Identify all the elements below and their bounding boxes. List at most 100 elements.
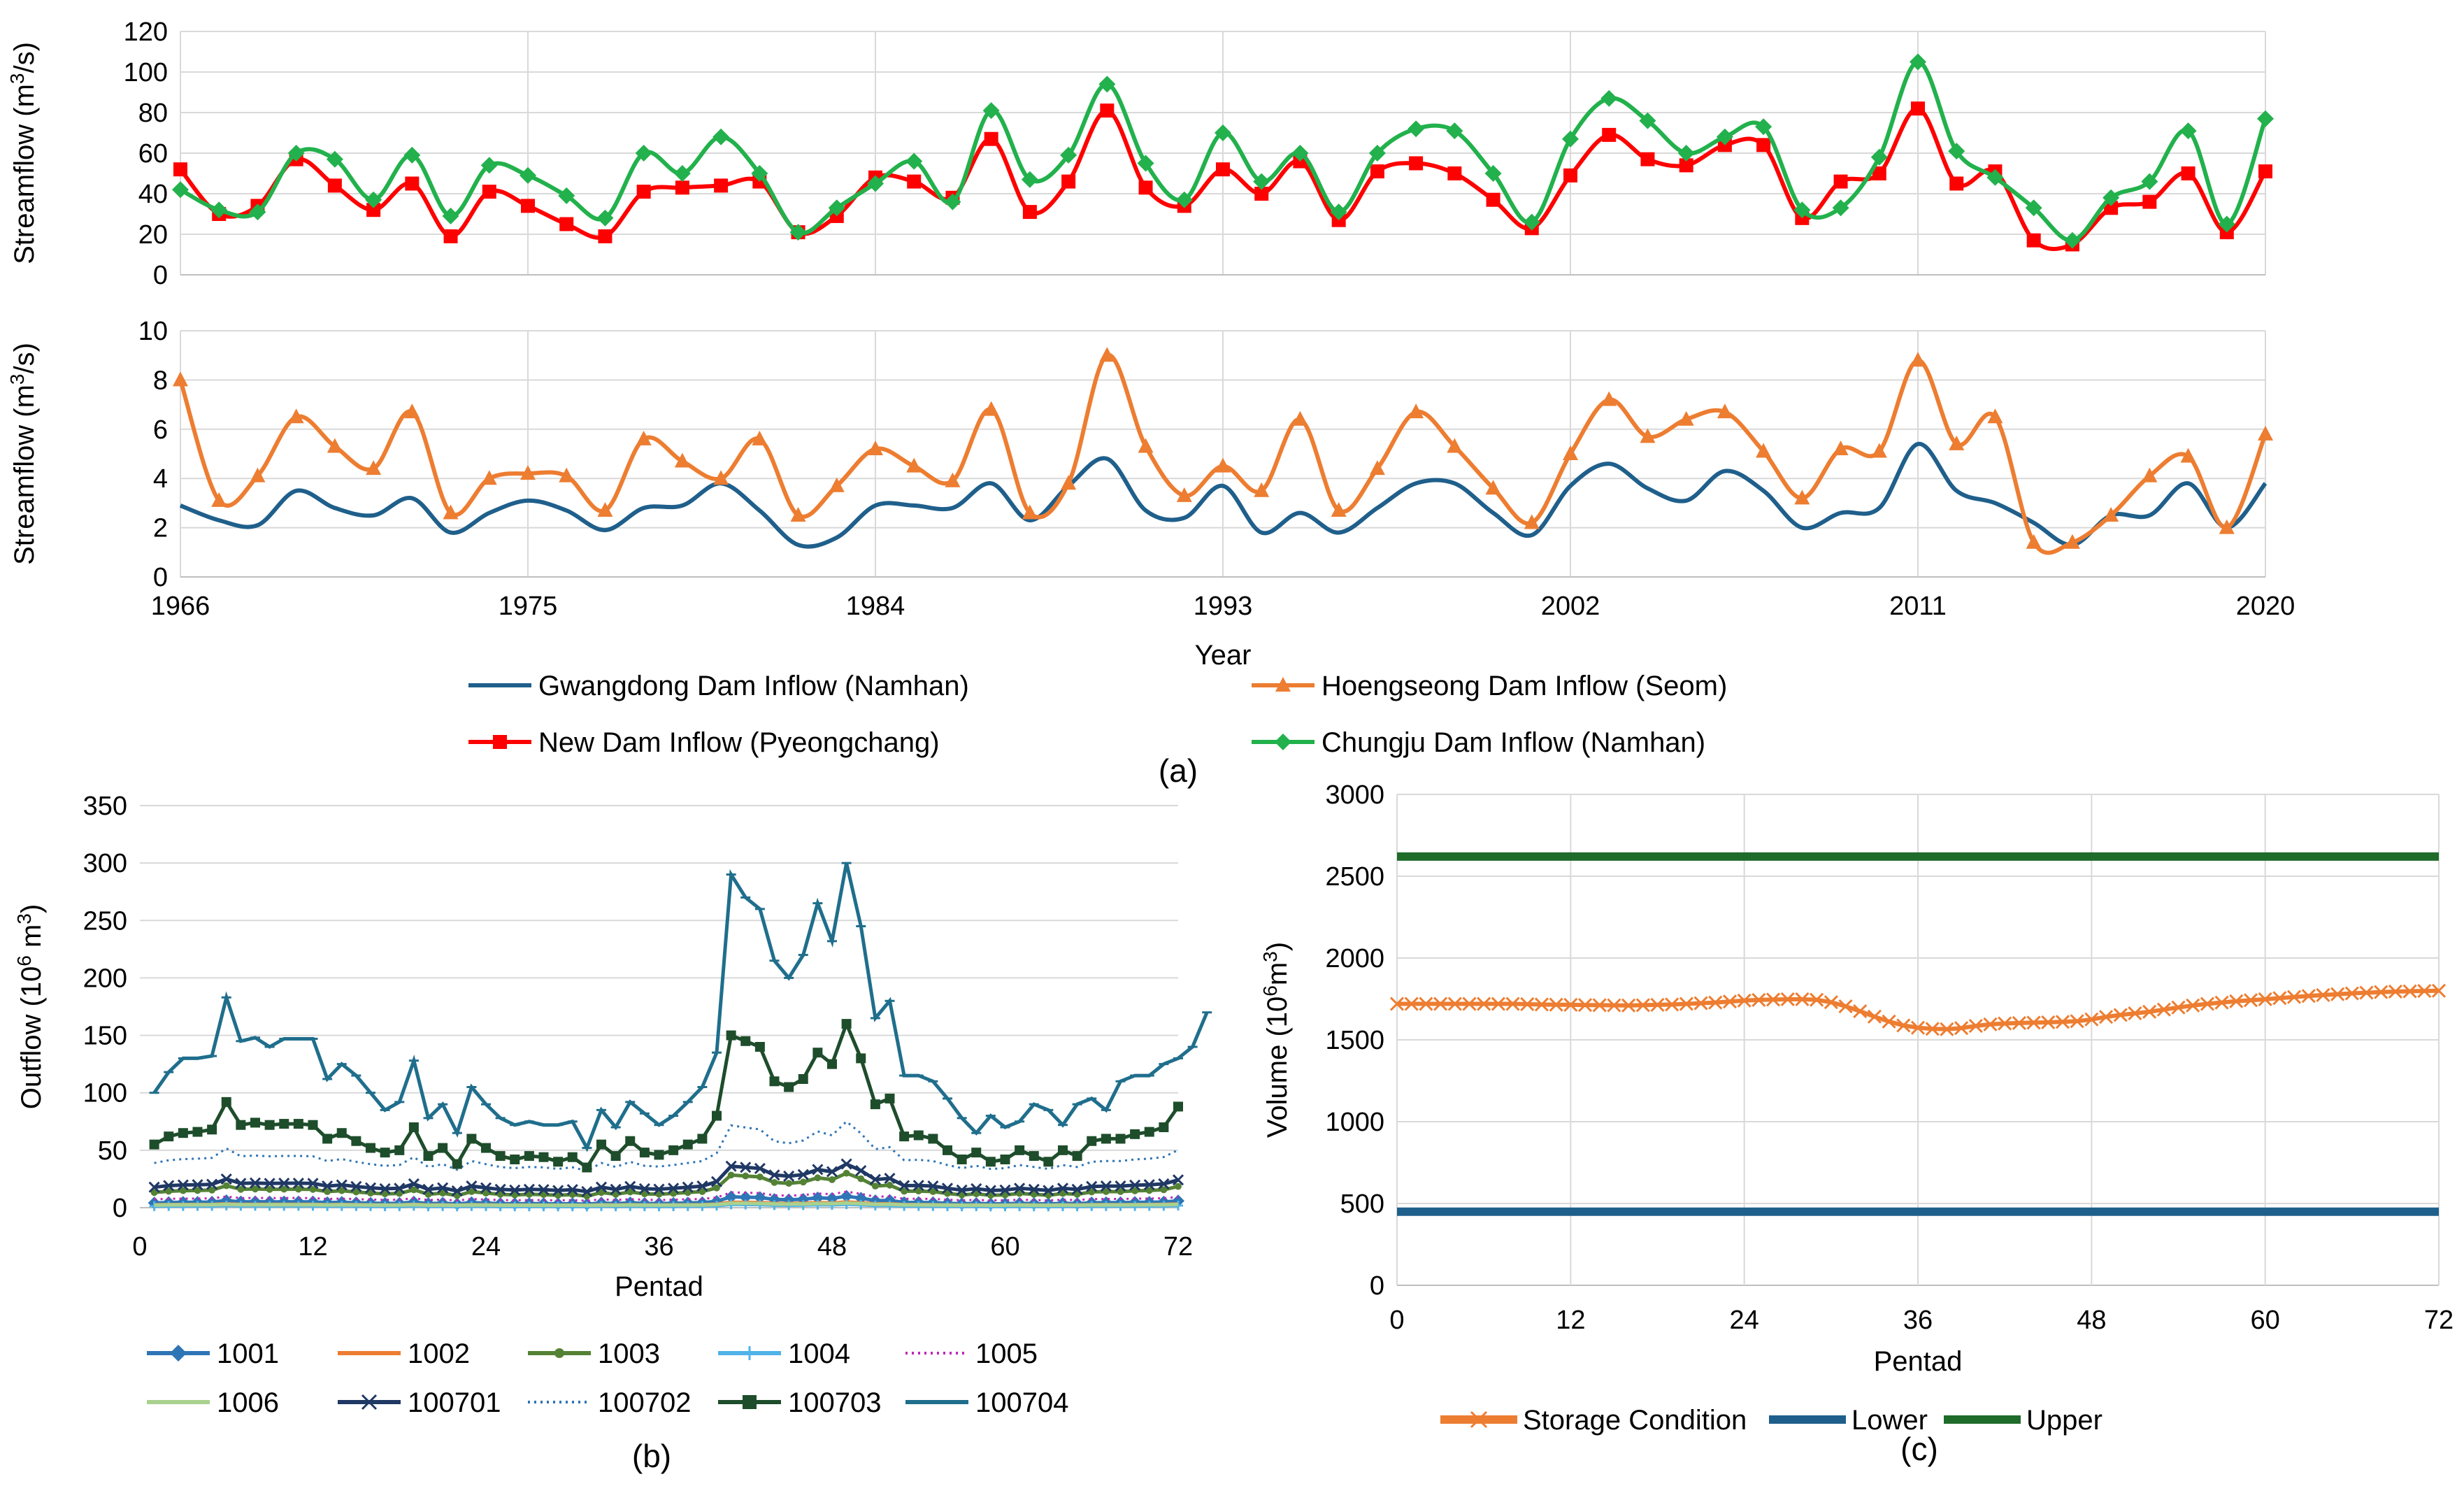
data-point bbox=[1491, 996, 1505, 1011]
data-point bbox=[1737, 993, 1752, 1008]
data-point bbox=[1061, 475, 1077, 490]
data-point bbox=[713, 470, 729, 485]
series-line bbox=[154, 1162, 1179, 1194]
data-point bbox=[1949, 176, 1964, 191]
data-point bbox=[1028, 1183, 1040, 1195]
x-tick-label: 2002 bbox=[1541, 592, 1600, 621]
y-tick-label: 20 bbox=[138, 220, 168, 250]
data-point bbox=[1832, 199, 1849, 217]
data-point bbox=[1088, 1188, 1096, 1196]
data-point bbox=[1635, 998, 1650, 1013]
data-point bbox=[1175, 1183, 1182, 1190]
x-tick-label: 24 bbox=[471, 1232, 501, 1262]
data-point bbox=[1870, 148, 1888, 166]
data-point bbox=[149, 1139, 159, 1150]
data-point bbox=[812, 1048, 823, 1058]
data-point bbox=[812, 1164, 824, 1176]
data-point bbox=[886, 1181, 894, 1189]
legend-item: Upper bbox=[1944, 1405, 2103, 1436]
data-point bbox=[496, 1191, 504, 1198]
data-point bbox=[327, 438, 343, 453]
data-point bbox=[970, 1183, 982, 1194]
data-point bbox=[336, 1128, 347, 1138]
data-point bbox=[640, 1190, 648, 1198]
data-point bbox=[855, 1164, 867, 1177]
data-point bbox=[768, 1169, 780, 1181]
y-tick-label: 120 bbox=[124, 17, 168, 47]
data-point bbox=[829, 477, 845, 492]
legend-swatch-marker bbox=[1275, 734, 1291, 750]
data-point bbox=[754, 1162, 766, 1174]
data-point bbox=[712, 1110, 722, 1121]
data-point bbox=[595, 1181, 608, 1193]
data-point bbox=[1505, 996, 1520, 1011]
y-tick-label: 6 bbox=[153, 415, 168, 445]
data-point bbox=[2344, 986, 2359, 1001]
y-tick-label: 60 bbox=[138, 139, 168, 169]
data-point bbox=[673, 165, 691, 182]
x-tick-label: 12 bbox=[298, 1232, 327, 1262]
x-tick-label: 48 bbox=[817, 1232, 847, 1262]
legend-label: Lower bbox=[1851, 1405, 1928, 1436]
data-point bbox=[408, 1122, 419, 1132]
data-point bbox=[1722, 994, 1738, 1009]
data-point bbox=[905, 152, 923, 170]
data-point bbox=[278, 1177, 290, 1189]
legend-item: Hoengseong Dam Inflow (Seom) bbox=[1252, 671, 1727, 701]
data-point bbox=[1408, 120, 1425, 138]
data-point bbox=[898, 1180, 910, 1192]
data-point bbox=[2026, 233, 2041, 248]
data-point bbox=[1404, 996, 1419, 1011]
series-1003 bbox=[150, 1169, 1182, 1200]
data-point bbox=[1087, 1136, 1097, 1146]
data-point bbox=[480, 1182, 492, 1194]
data-point bbox=[322, 1180, 334, 1192]
data-point bbox=[596, 1139, 606, 1150]
data-point bbox=[322, 1134, 333, 1144]
axes: 0 50 100 150 200 250 300 350 bbox=[83, 792, 1178, 1223]
data-point bbox=[1833, 440, 1849, 455]
data-point bbox=[826, 1166, 838, 1178]
data-point bbox=[366, 203, 381, 217]
data-point bbox=[999, 1184, 1011, 1196]
y-tick-label: 150 bbox=[83, 1022, 127, 1051]
legend-label: Upper bbox=[2026, 1405, 2103, 1436]
data-point bbox=[668, 1145, 679, 1155]
data-point bbox=[150, 1189, 158, 1196]
data-point bbox=[222, 1182, 230, 1189]
data-point bbox=[725, 1160, 737, 1172]
data-point bbox=[235, 1178, 247, 1189]
data-point bbox=[1433, 996, 1448, 1011]
data-point bbox=[2316, 987, 2330, 1002]
data-point bbox=[1215, 457, 1231, 473]
data-point bbox=[192, 1179, 203, 1191]
data-point bbox=[509, 1184, 521, 1196]
data-point bbox=[771, 1178, 778, 1186]
data-point bbox=[538, 1152, 549, 1162]
data-point bbox=[2104, 201, 2119, 215]
x-tick-label: 2011 bbox=[1889, 592, 1947, 621]
legend-item: 1004 bbox=[718, 1338, 850, 1369]
data-point bbox=[612, 1191, 619, 1198]
data-point bbox=[2055, 1015, 2070, 1029]
data-point bbox=[540, 1191, 547, 1199]
data-point bbox=[163, 1180, 175, 1192]
legend-label: Storage Condition bbox=[1523, 1405, 1747, 1436]
data-point bbox=[1824, 995, 1838, 1010]
data-point bbox=[1072, 1151, 1082, 1162]
data-point bbox=[1462, 996, 1477, 1011]
y-tick-label: 0 bbox=[153, 563, 168, 592]
data-point bbox=[2113, 1008, 2128, 1022]
data-point bbox=[1115, 1180, 1126, 1192]
data-point bbox=[1677, 145, 1695, 162]
data-point bbox=[1254, 482, 1270, 497]
data-point bbox=[266, 1185, 273, 1193]
data-point bbox=[756, 1173, 764, 1180]
series-line bbox=[152, 862, 1209, 1152]
data-point bbox=[405, 176, 420, 191]
data-point bbox=[1925, 1022, 1940, 1036]
data-point bbox=[559, 467, 575, 483]
x-tick-label: 1993 bbox=[1194, 592, 1253, 621]
legend-item: 100701 bbox=[338, 1387, 501, 1418]
